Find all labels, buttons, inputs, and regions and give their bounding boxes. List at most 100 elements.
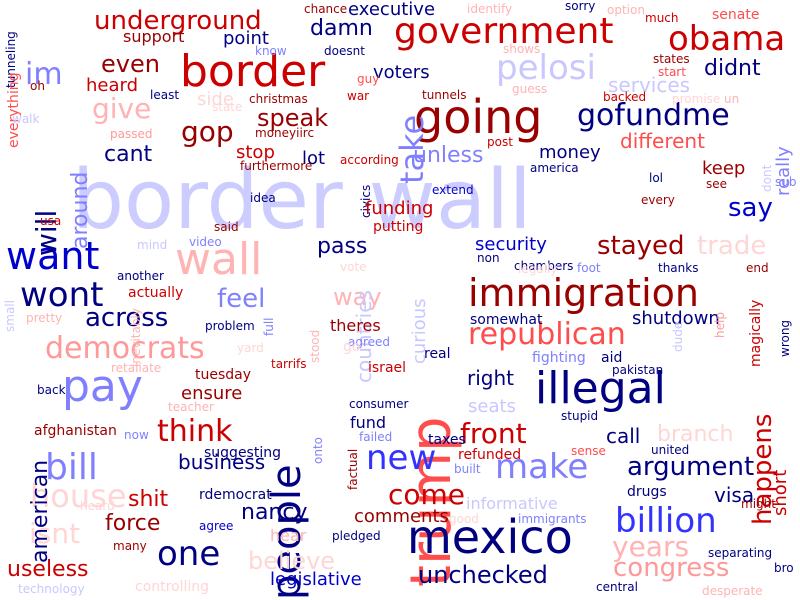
word-say: say (728, 193, 773, 223)
word-money: money (539, 142, 601, 163)
word-technology: technology (18, 582, 85, 596)
word-controlling: controlling (135, 579, 210, 595)
word-onto: onto (311, 437, 325, 464)
word-cant: cant (104, 142, 153, 167)
word-legally: legally (518, 262, 558, 276)
word-lot: lot (302, 148, 326, 169)
word-everything: everything (6, 72, 22, 148)
word-moneyiirc: moneyiirc (255, 126, 315, 140)
word-border-wall: border wall (72, 153, 532, 248)
word-mind: mind (137, 238, 168, 252)
word-separating: separating (708, 546, 773, 560)
word-hear: hear (270, 526, 307, 545)
word-border: border (180, 46, 326, 97)
word-full: full (262, 317, 276, 337)
word-usa: usa (40, 214, 62, 228)
word-heard: heard (80, 499, 115, 513)
word-legislative: legislative (270, 569, 362, 590)
word-immigrants: immigrants (518, 512, 587, 526)
word-government: government (394, 11, 614, 52)
word-funding: funding (365, 198, 434, 219)
word-bro: bro (774, 561, 794, 575)
word-across: across (85, 303, 169, 333)
word-pledged: pledged (332, 529, 381, 543)
word-executive: executive (348, 0, 436, 20)
word-consumer: consumer (349, 397, 409, 411)
word-dude: dude (671, 321, 685, 352)
word-mexico: mexico (407, 510, 573, 564)
word-shutdown: shutdown (632, 308, 720, 329)
word-problem: problem (205, 319, 255, 333)
word-nancy: nancy (241, 500, 308, 525)
word-inevitably: inevitably (129, 308, 143, 367)
word-chambers: chambers (514, 259, 574, 273)
word-desperate: desperate (702, 584, 763, 598)
word-even: even (101, 50, 160, 78)
word-gofundme: gofundme (577, 98, 730, 133)
word-way: way (333, 283, 382, 311)
word-pass: pass (317, 234, 368, 259)
word-somewhat: somewhat (470, 312, 543, 328)
word-central: central (596, 580, 638, 594)
word-shit: shit (128, 487, 169, 512)
word-obama: obama (668, 19, 786, 59)
word-failed: failed (359, 430, 393, 444)
word-many: many (113, 539, 147, 553)
word-think: think (157, 414, 233, 449)
word-foot: foot (577, 261, 601, 275)
word-end: end (746, 261, 769, 275)
word-identify: identify (467, 2, 513, 16)
word-pelosi: pelosi (496, 48, 596, 88)
word-every: every (641, 193, 675, 207)
word-democrats: democrats (45, 331, 205, 366)
word-bill: bill (45, 447, 98, 488)
word-argument: argument (627, 452, 755, 482)
word-go: go (343, 339, 361, 355)
word-immigration: immigration (468, 271, 699, 315)
word-wrong: wrong (778, 319, 792, 357)
word-billion: billion (615, 501, 717, 541)
word-come: come (388, 478, 466, 511)
word-useless: useless (7, 557, 89, 582)
word-going: going (414, 90, 543, 144)
word-comments: comments (354, 506, 449, 527)
word-unchecked: unchecked (418, 561, 548, 589)
word-underground: underground (94, 6, 262, 36)
word-states: states (653, 52, 690, 66)
word-tunnels: tunnels (422, 88, 467, 102)
word-actually: actually (128, 285, 184, 301)
word-trade: trade (697, 231, 767, 261)
word-gop: gop (181, 115, 234, 148)
word-stayed: stayed (597, 231, 685, 261)
word-illegal: illegal (535, 363, 666, 414)
word-least: least (150, 88, 180, 102)
word-wont: wont (20, 275, 104, 315)
word-senate: senate (712, 7, 760, 23)
word-dont: dont (760, 164, 774, 192)
word-much: much (645, 11, 679, 25)
word-now: now (124, 428, 149, 442)
word-oh: oh (30, 79, 45, 93)
word-support: support (123, 27, 185, 46)
word-furthermore: furthermore (240, 159, 313, 173)
word-fund: fund (350, 413, 387, 432)
word-thanks: thanks (658, 261, 699, 275)
word-isnt: isnt (29, 517, 81, 550)
word-said: said (214, 220, 239, 234)
word-taxes: taxes (428, 432, 466, 448)
word-visa: visa (714, 483, 755, 507)
word-ensure: ensure (181, 383, 243, 404)
word-pretty: pretty (26, 311, 63, 325)
word-video: video (189, 235, 222, 249)
word-passed: passed (110, 127, 153, 141)
word-another: another (117, 269, 164, 283)
word-small: small (3, 300, 17, 332)
word-point: point (223, 28, 269, 49)
word-around: around (68, 171, 93, 249)
word-yard: yard (237, 341, 264, 355)
word-years: years (612, 530, 690, 563)
word-side: side (197, 89, 234, 110)
word-putting: putting (373, 219, 424, 235)
word-teacher: teacher (168, 400, 214, 414)
word-magically: magically (748, 299, 764, 367)
